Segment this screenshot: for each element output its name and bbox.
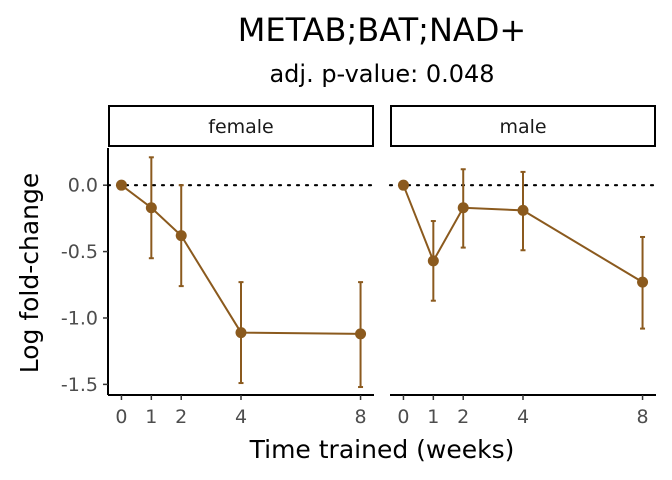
y-tick-label: -0.5: [61, 241, 98, 263]
chart-title: METAB;BAT;NAD+: [238, 11, 526, 49]
strip-box-female: [108, 105, 374, 147]
chart-subtitle: adj. p-value: 0.048: [269, 60, 494, 88]
x-axis-title: Time trained (weeks): [249, 435, 515, 464]
y-tick-label: -1.5: [61, 374, 98, 396]
x-tick-label: 8: [355, 406, 367, 428]
data-point: [355, 328, 367, 340]
data-point: [235, 327, 247, 339]
data-point: [397, 179, 409, 191]
y-tick-label: -1.0: [61, 307, 98, 329]
data-point: [457, 202, 469, 214]
data-point: [517, 204, 529, 216]
data-point: [145, 202, 157, 214]
data-point: [427, 255, 439, 267]
x-tick-label: 0: [397, 406, 409, 428]
strip-box-male: [390, 105, 656, 147]
x-tick-label: 4: [517, 406, 529, 428]
x-tick-label: 1: [145, 406, 157, 428]
facet-panel-female: female 0.0 -0.5 -1.0 -1.5 0 1 2 4 8: [61, 105, 376, 428]
strip-label-female: female: [208, 116, 274, 138]
facet-panel-male: male 0 1 2 4 8: [388, 105, 658, 428]
y-axis-title: Log fold-change: [15, 173, 44, 374]
data-point: [175, 230, 187, 242]
data-point: [637, 276, 649, 288]
x-tick-label: 4: [235, 406, 247, 428]
x-tick-label: 8: [637, 406, 649, 428]
data-point: [115, 179, 127, 191]
x-tick-label: 2: [175, 406, 187, 428]
strip-label-male: male: [499, 116, 546, 138]
x-tick-label: 2: [457, 406, 469, 428]
x-tick-label: 0: [115, 406, 127, 428]
x-tick-label: 1: [427, 406, 439, 428]
y-tick-label: 0.0: [68, 175, 98, 197]
